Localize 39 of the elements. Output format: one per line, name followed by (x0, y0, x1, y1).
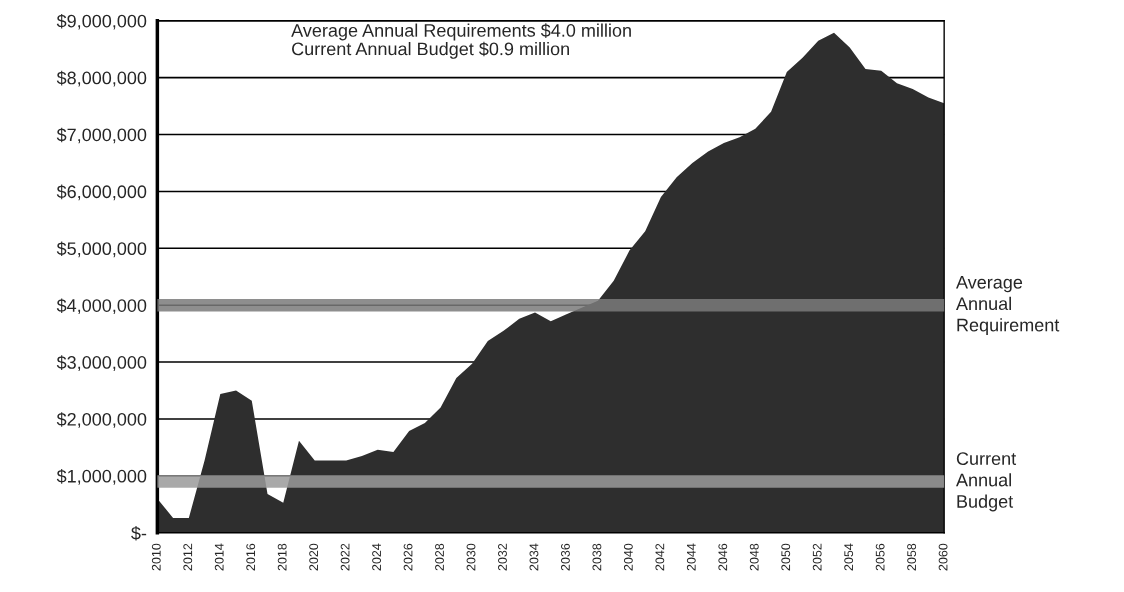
x-tick-label: 2010 (151, 543, 161, 571)
x-tick-label: 2048 (749, 543, 759, 571)
x-tick-label: 2058 (907, 543, 917, 571)
x-tick-label: 2050 (781, 543, 791, 571)
x-tick-label: 2032 (498, 543, 507, 571)
x-tick-label: 2044 (686, 543, 696, 571)
y-tick-label: $2,000,000 (56, 412, 147, 428)
x-tick-label: 2054 (844, 543, 854, 571)
x-tick-label: 2030 (466, 543, 476, 571)
x-tick-label: 2020 (309, 543, 319, 571)
y-tick-label: $5,000,000 (56, 241, 147, 258)
x-tick-label: 2018 (277, 543, 287, 571)
y-tick-label: $6,000,000 (56, 184, 147, 201)
annotation: Average Annual Requirements $4.0 million Current Annual Budget $0.9 million (291, 23, 631, 59)
x-tick-label: 2028 (435, 543, 444, 571)
x-tick-label: 2056 (875, 543, 885, 571)
ref-line-label: Current Annual Budget (956, 452, 1017, 512)
x-tick-label: 2036 (561, 543, 570, 571)
x-tick-label: 2026 (403, 543, 413, 571)
y-tick-label: $3,000,000 (56, 355, 147, 371)
y-tick-label: $1,000,000 (56, 469, 147, 485)
y-tick-label: $4,000,000 (56, 298, 147, 315)
x-tick-label: 2038 (592, 543, 602, 571)
y-tick-label: $- (131, 525, 147, 541)
x-tick-label: 2042 (655, 543, 665, 571)
x-tick-label: 2022 (340, 543, 350, 571)
ref-line-label: Average Annual Requirement (956, 276, 1060, 336)
y-tick-label: $9,000,000 (56, 13, 147, 30)
x-tick-label: 2024 (372, 543, 382, 571)
y-tick-label: $8,000,000 (56, 70, 147, 87)
x-tick-label: 2060 (938, 543, 948, 571)
x-tick-label: 2040 (623, 543, 633, 571)
x-tick-label: 2016 (246, 543, 256, 571)
x-tick-label: 2034 (529, 543, 539, 571)
x-tick-label: 2012 (183, 543, 193, 571)
x-tick-label: 2046 (718, 543, 728, 571)
x-tick-label: 2052 (812, 543, 822, 571)
x-tick-label: 2014 (214, 543, 224, 571)
y-tick-label: $7,000,000 (56, 127, 147, 144)
